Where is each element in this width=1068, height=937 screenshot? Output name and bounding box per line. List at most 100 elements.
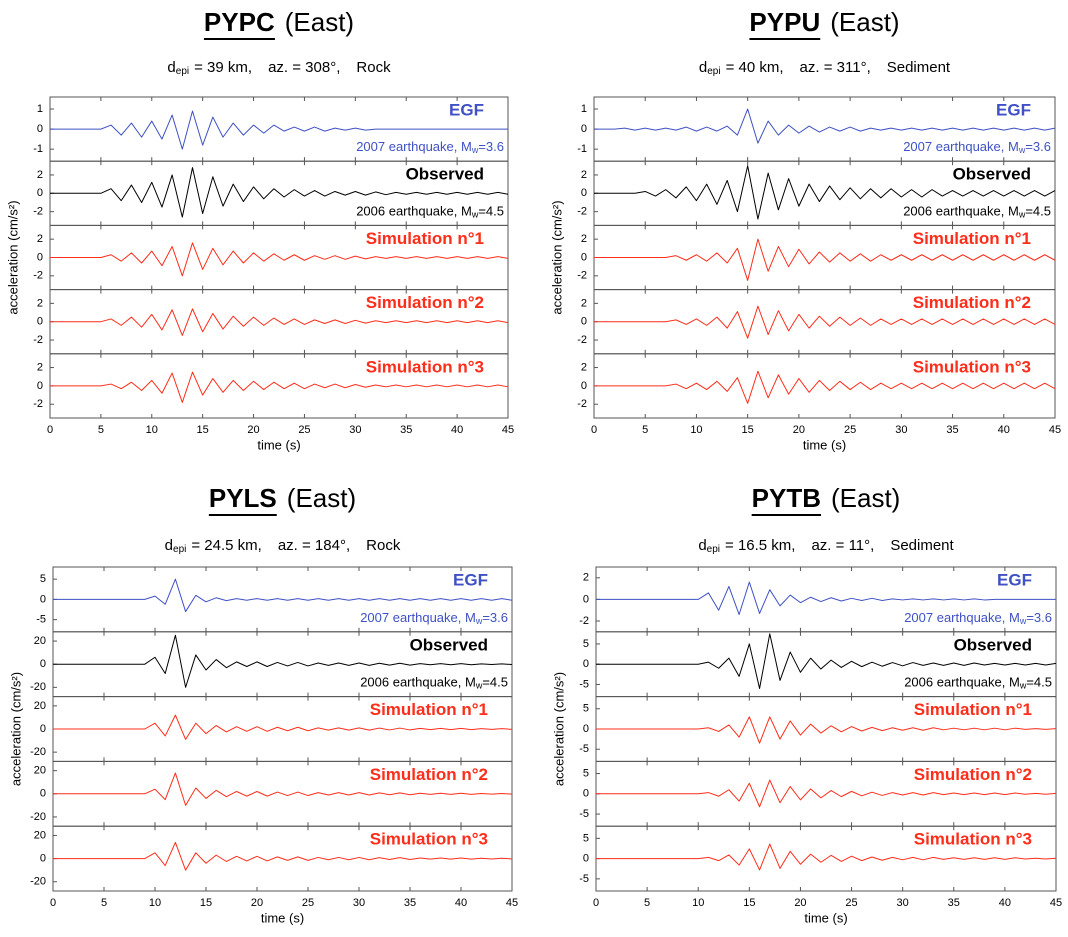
y-tick-label: 1 [581,103,587,115]
y-tick-label: -2 [33,206,43,218]
y-tick-label: -20 [30,876,46,888]
x-tick-label: 45 [1049,424,1061,436]
x-tick-label: 0 [591,424,597,436]
x-tick-label: 40 [455,897,467,909]
trace-label: Observed [410,635,488,654]
waveform [594,305,1056,339]
note-subscript: w [475,681,483,691]
y-tick-label: 2 [37,297,43,309]
y-tick-label: 0 [581,316,587,328]
y-tick-label: -20 [30,746,46,758]
x-tick-label: 5 [644,897,650,909]
note-text: 2007 earthquake, M [903,140,1019,155]
x-tick-label: 0 [47,424,53,436]
note-text: 2006 earthquake, M [356,204,472,219]
subtitle: depi = 16.5 km, az. = 11°, Sediment [698,537,954,555]
y-tick-label: 0 [37,123,43,135]
x-tick-label: 20 [251,897,263,909]
x-tick-label: 10 [146,424,158,436]
subtitle-part: az. = 184°, [278,537,350,554]
component: (East) [285,7,354,37]
y-tick-label: 0 [583,788,589,800]
component: (East) [831,483,900,513]
y-tick-label: 0 [581,380,587,392]
note-text: 2006 earthquake, M [903,204,1019,219]
x-tick-label: 15 [200,897,212,909]
waveform [596,581,1056,616]
trace-note: 2006 earthquake, Mw=4.5 [903,204,1051,220]
waveform [596,843,1057,871]
y-tick-label: 0 [37,380,43,392]
waveform [50,167,509,218]
waveform [50,308,509,336]
x-tick-label: 35 [400,424,412,436]
y-tick-label: 0 [40,853,46,865]
y-tick-label: 2 [581,297,587,309]
y-axis-label: acceleration (cm/s²) [5,200,20,314]
note-text: 2007 earthquake, M [360,610,476,625]
x-tick-label: 20 [794,897,806,909]
y-tick-label: 5 [40,573,46,585]
x-tick-label: 10 [149,897,161,909]
waveform [594,238,1056,281]
note-text: =3.6 [1025,140,1051,155]
trace-label: Simulation n°1 [366,229,484,248]
y-tick-label: 5 [583,638,589,650]
y-tick-label: -5 [36,614,46,626]
y-axis-label: acceleration (cm/s²) [8,672,23,786]
trace-note: 2007 earthquake, Mw=3.6 [904,610,1052,626]
trace-note: 2006 earthquake, Mw=4.5 [356,204,504,220]
subtitle-part: az. = 308°, [268,59,340,76]
y-tick-label: -2 [577,206,587,218]
note-text: =4.5 [1025,204,1051,219]
waveform [53,578,513,613]
trace-note: 2007 earthquake, Mw=3.6 [356,140,504,156]
y-tick-label: 20 [34,700,46,712]
x-tick-label: 10 [690,424,702,436]
note-text: 2007 earthquake, M [904,610,1020,625]
y-axis-label: acceleration (cm/s²) [551,672,566,786]
subtitle-subscript: epi [707,66,720,77]
x-tick-label: 45 [502,424,514,436]
subtitle-part: az. = 311°, [800,59,871,76]
y-tick-label: 0 [40,723,46,735]
x-tick-label: 5 [642,424,648,436]
y-tick-label: 0 [583,658,589,670]
subtitle-subscript: epi [173,544,186,555]
component: (East) [287,483,356,513]
x-tick-label: 25 [302,897,314,909]
x-axis-label: time (s) [261,910,304,925]
note-text: 2006 earthquake, M [904,675,1020,690]
trace-label: Simulation n°2 [370,765,488,784]
subtitle-part: az. = 11°, [811,537,874,554]
subtitle-symbol: d [167,59,175,76]
trace-label: Simulation n°1 [914,700,1032,719]
y-tick-label: -2 [577,270,587,282]
y-tick-label: -20 [30,811,46,823]
waveform [53,772,513,806]
trace-label: Simulation n°3 [366,357,484,376]
note-text: =4.5 [482,675,508,690]
trace-label: Simulation n°2 [366,293,484,312]
y-tick-label: 5 [583,703,589,715]
waveform [50,371,509,403]
trace-label: Simulation n°1 [370,700,488,719]
trace-label: Simulation n°1 [913,229,1031,248]
trace-note: 2006 earthquake, Mw=4.5 [360,675,508,691]
y-tick-label: -2 [577,398,587,410]
note-subscript: w [1019,681,1027,691]
x-tick-label: 40 [999,897,1011,909]
note-text: 2007 earthquake, M [356,140,472,155]
trace-label: Observed [406,165,484,184]
subtitle-symbol: d [699,59,707,76]
subtitle-part: Sediment [890,537,954,554]
subtitle: depi = 40 km, az. = 311°, Sediment [699,59,951,77]
subtitle-subscript: epi [707,544,720,555]
subtitle-part: = 24.5 km, [191,537,261,554]
x-tick-label: 20 [247,424,259,436]
waveform [53,841,513,871]
y-tick-label: -5 [579,808,589,820]
waveform [594,108,1056,144]
y-axis-label: acceleration (cm/s²) [549,200,564,314]
y-tick-label: 0 [583,853,589,865]
